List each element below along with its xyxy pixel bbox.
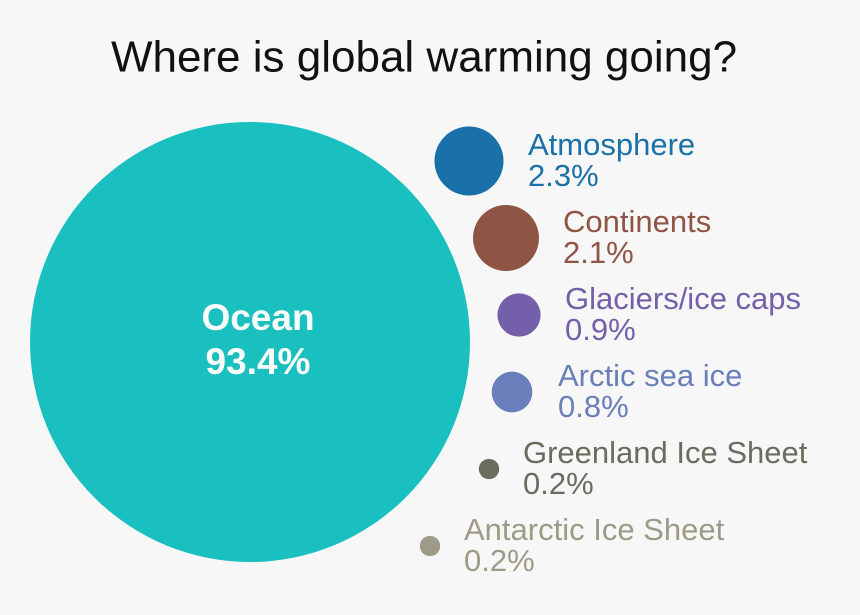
- bubble-label: Atmosphere: [528, 127, 695, 162]
- value-label: 0.9%: [565, 312, 636, 347]
- bubble: [497, 293, 541, 337]
- bubble-label: Continents: [563, 204, 711, 239]
- bubble-label: Ocean: [201, 297, 314, 338]
- bubble: [30, 122, 470, 562]
- value-label: 2.3%: [528, 158, 599, 193]
- bubble-label: Glaciers/ice caps: [565, 281, 801, 316]
- value-label: 2.1%: [563, 235, 634, 270]
- value-label: 0.2%: [464, 543, 535, 578]
- bubble-label: Antarctic Ice Sheet: [464, 512, 725, 547]
- bubble: [491, 371, 533, 413]
- value-label: 93.4%: [206, 341, 311, 382]
- bubble: [434, 126, 504, 196]
- bubble-label: Arctic sea ice: [558, 358, 742, 393]
- bubble: [478, 458, 500, 480]
- chart-title: Where is global warming going?: [111, 33, 737, 82]
- value-label: 0.8%: [558, 389, 629, 424]
- bubble: [419, 535, 441, 557]
- bubble: [473, 205, 539, 271]
- value-label: 0.2%: [523, 466, 594, 501]
- bubble-label: Greenland Ice Sheet: [523, 435, 808, 470]
